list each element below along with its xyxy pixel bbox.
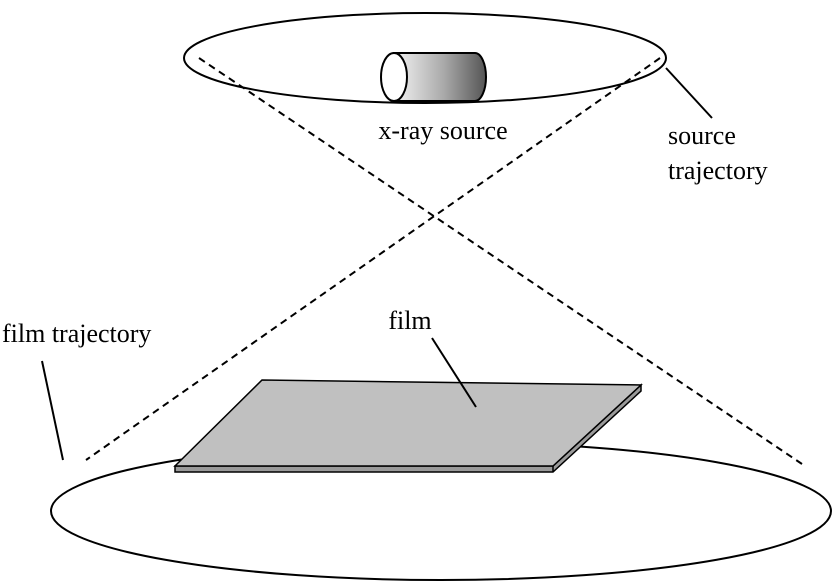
film-trajectory-leader — [41, 360, 64, 461]
film-label: film — [388, 306, 431, 335]
source-trajectory-ellipse — [183, 12, 667, 104]
x-ray-source-label: x-ray source — [378, 116, 507, 145]
film-trajectory-label: film trajectory — [2, 319, 151, 348]
beam-line-right — [85, 57, 661, 461]
film-leader — [431, 337, 477, 408]
source-trajectory-leader — [665, 67, 713, 119]
beam-line-left — [198, 57, 803, 465]
source-trajectory-label-line2: trajectory — [668, 156, 768, 185]
film-plate — [173, 379, 643, 473]
source-trajectory-label-line1: source — [668, 121, 736, 150]
x-ray-tube-icon — [380, 52, 487, 102]
